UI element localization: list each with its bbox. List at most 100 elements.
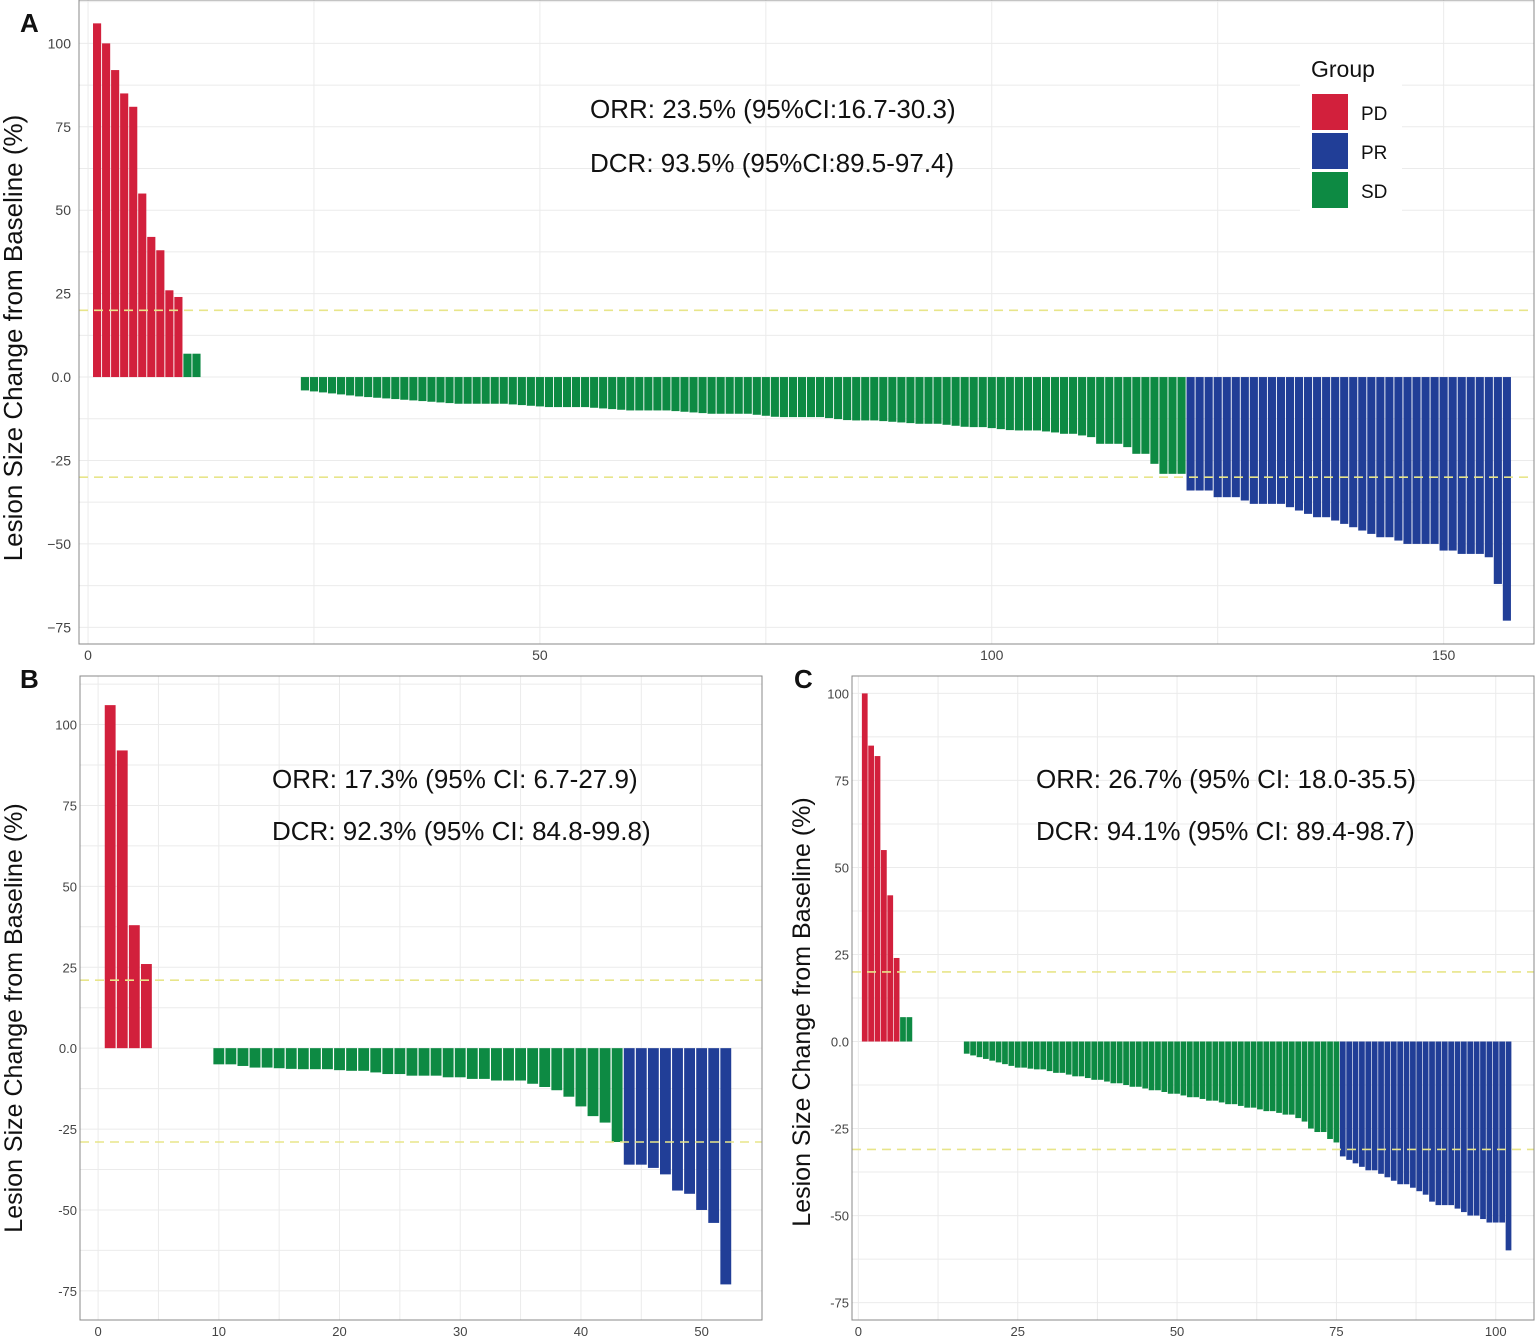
bar-sd <box>1250 1041 1257 1108</box>
y-tick-label: -75 <box>830 1296 849 1311</box>
bar-sd <box>213 1048 225 1065</box>
bar-sd <box>400 377 409 400</box>
y-tick-label: 75 <box>55 119 71 135</box>
bar-pr <box>1410 1041 1416 1188</box>
x-tick-label: 25 <box>1010 1324 1024 1339</box>
bar-pd <box>887 895 894 1042</box>
bar-sd <box>297 1048 309 1070</box>
bar-pr <box>1384 1041 1391 1178</box>
bar-pr <box>1376 377 1385 538</box>
bar-sd <box>870 377 879 421</box>
bar-sd <box>409 377 418 401</box>
bar-sd <box>527 1048 539 1084</box>
y-tick-label: 25 <box>63 960 77 975</box>
bar-sd <box>478 1048 490 1079</box>
bar-sd <box>671 377 680 412</box>
plot-area-c: -75 -50 -25 0.0 25 50 75 100 0 25 50 75 100 <box>827 675 1535 1339</box>
dcr-annotation-b: DCR: 92.3% (95% CI: 84.8-99.8) <box>272 816 651 846</box>
bar-sd <box>490 377 499 404</box>
bar-pr <box>1186 377 1195 491</box>
bar-sd <box>445 377 454 404</box>
bar-pr <box>1457 377 1466 554</box>
bar-sd <box>806 377 816 418</box>
bar-sd <box>466 1048 478 1079</box>
bar-sd <box>599 377 608 409</box>
x-tick-label: 100 <box>980 647 1004 663</box>
panel-letter-a: A <box>20 8 39 38</box>
bar-pr <box>1378 1041 1384 1174</box>
bar-sd <box>1263 1041 1270 1112</box>
y-tick-label: 25 <box>55 286 71 302</box>
bar-pd <box>140 964 152 1049</box>
bar-sd <box>515 1048 527 1081</box>
bar-pr <box>1403 377 1412 544</box>
panel-letter-c: C <box>794 664 813 694</box>
y-tick-label: -50 <box>830 1209 849 1224</box>
bar-sd <box>743 377 752 414</box>
bar-pr <box>647 1048 659 1168</box>
bar-sd <box>364 377 373 398</box>
bar-pr <box>720 1048 732 1285</box>
y-tick-label: 100 <box>55 718 77 733</box>
panel-b: B Lesion Size Change from Baseline (%) -… <box>0 664 763 1339</box>
y-tick-label: -25 <box>58 1122 77 1137</box>
bar-pr <box>1439 377 1448 551</box>
bar-sd <box>611 1048 623 1143</box>
bar-sd <box>309 377 319 392</box>
bar-sd <box>553 377 563 408</box>
bar-sd <box>463 377 472 404</box>
bar-sd <box>318 377 328 393</box>
bar-sd <box>976 1041 983 1058</box>
bar-sd <box>942 377 951 425</box>
bar-sd <box>969 377 978 428</box>
bar-pr <box>1371 1041 1378 1171</box>
bar-sd <box>517 377 526 406</box>
bar-pr <box>1499 1041 1505 1223</box>
bar-sd <box>1065 1041 1072 1075</box>
bar-sd <box>183 353 192 378</box>
y-axis-label-b: Lesion Size Change from Baseline (%) <box>0 803 28 1232</box>
bar-pr <box>1276 377 1286 504</box>
bar-sd <box>734 377 743 414</box>
bar-pr <box>1416 1041 1423 1192</box>
bar-sd <box>575 1048 587 1107</box>
bar-pr <box>1240 377 1249 501</box>
legend-title: Group <box>1311 56 1375 82</box>
bar-pr <box>1461 1041 1467 1213</box>
y-tick-label: 100 <box>827 686 849 701</box>
bar-pr <box>1467 1041 1474 1216</box>
bar-sd <box>797 377 807 418</box>
bar-sd <box>346 1048 358 1071</box>
bar-sd <box>454 377 463 404</box>
bar-sd <box>1014 1041 1021 1068</box>
y-tick-label: 0.0 <box>52 369 72 385</box>
bar-sd <box>382 377 391 399</box>
bar-pr <box>623 1048 635 1165</box>
bar-sd <box>391 377 400 400</box>
bar-sd <box>1033 1041 1040 1070</box>
dcr-annotation-c: DCR: 94.1% (95% CI: 89.4-98.7) <box>1036 816 1415 846</box>
panel-a: A Lesion Size Change from Baseline (%) −… <box>0 0 1535 663</box>
bar-pr <box>1304 377 1313 514</box>
bar-sd <box>1301 1041 1308 1122</box>
bar-pd <box>129 106 138 378</box>
bar-sd <box>987 377 996 429</box>
bar-pd <box>165 290 174 378</box>
bar-sd <box>1155 1041 1161 1091</box>
bar-pr <box>1435 1041 1442 1206</box>
bar-pr <box>1349 377 1358 528</box>
bar-sd <box>581 377 590 408</box>
bar-pr <box>1359 1041 1365 1167</box>
bar-sd <box>779 377 788 418</box>
plot-area-a: −75 −50 -25 0.0 25 50 75 100 0 50 100 150 <box>47 0 1535 663</box>
bar-sd <box>192 353 201 378</box>
bar-sd <box>430 1048 442 1076</box>
plot-frame-c <box>851 675 1535 1321</box>
bar-sd <box>1218 1041 1225 1103</box>
bar-pr <box>1454 1041 1461 1209</box>
bar-sd <box>337 377 346 395</box>
x-tick-label: 0 <box>84 647 92 663</box>
bar-sd <box>989 1041 996 1061</box>
bar-sd <box>1110 1041 1117 1084</box>
bar-sd <box>1008 1041 1015 1066</box>
